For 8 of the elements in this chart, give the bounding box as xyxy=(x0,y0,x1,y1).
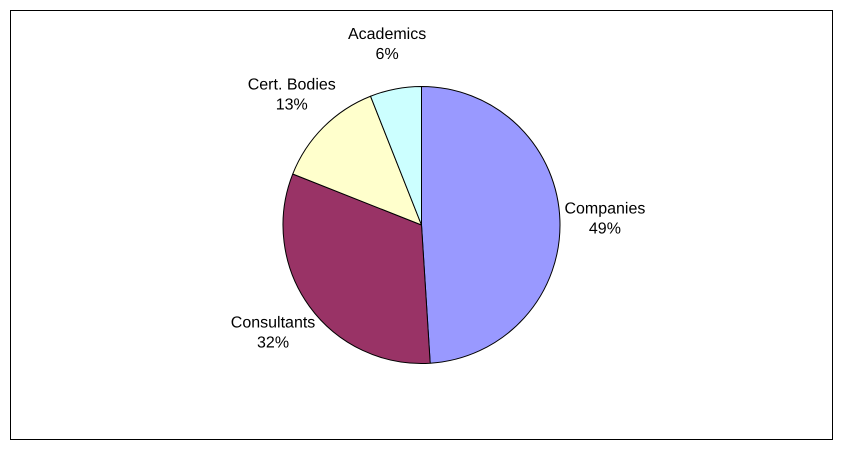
slice-label: Cert. Bodies xyxy=(248,76,336,94)
data-label: 49% xyxy=(588,220,621,238)
data-label: 13% xyxy=(276,96,308,114)
slice-label: Consultants xyxy=(230,314,316,332)
slice-label: Companies xyxy=(564,200,646,218)
data-label: 32% xyxy=(257,334,290,352)
data-label: 6% xyxy=(376,46,399,64)
slice-label: Academics xyxy=(348,26,426,44)
